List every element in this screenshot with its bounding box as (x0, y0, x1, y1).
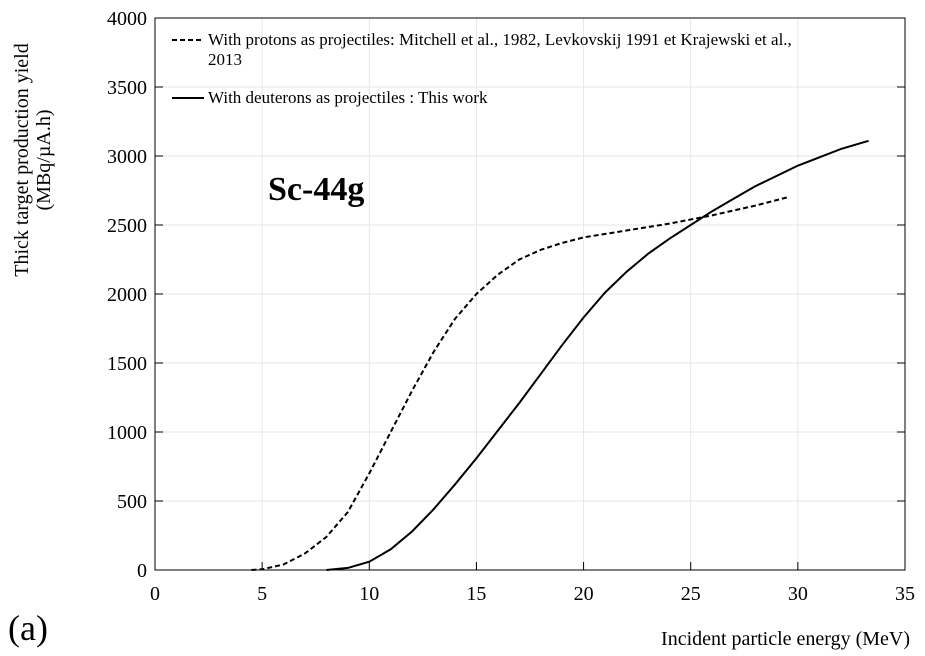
x-tick-label: 35 (895, 583, 915, 605)
x-tick-label: 15 (466, 583, 486, 605)
line-series (251, 196, 788, 571)
y-tick-label: 1500 (107, 353, 147, 375)
y-tick-label: 2000 (107, 284, 147, 306)
legend-label: With protons as projectiles: Mitchell et… (208, 30, 792, 69)
x-tick-label: 20 (574, 583, 594, 605)
plot-frame (154, 17, 906, 571)
x-tick-label: 10 (359, 583, 379, 605)
x-axis-label: Incident particle energy (MeV) (661, 628, 910, 650)
y-tick-label: 2500 (107, 215, 147, 237)
panel-label: (a) (8, 608, 48, 648)
y-tick-label: 0 (137, 560, 147, 582)
y-tick-label: 1000 (107, 422, 147, 444)
y-axis-label: (MBq/µA.h) (33, 110, 55, 211)
y-tick-label: 4000 (107, 8, 147, 30)
y-tick-label: 3000 (107, 146, 147, 168)
y-tick-label: 500 (117, 491, 147, 513)
x-tick-label: 30 (788, 583, 808, 605)
y-axis-label: Thick target production yield (11, 43, 33, 276)
x-tick-label: 25 (681, 583, 701, 605)
legend-label: With deuterons as projectiles : This wor… (208, 88, 488, 107)
x-tick-label: 5 (257, 583, 267, 605)
annotation: Sc-44g (268, 171, 364, 208)
line-series (326, 139, 869, 571)
y-tick-label: 3500 (107, 77, 147, 99)
x-tick-label: 0 (150, 583, 160, 605)
